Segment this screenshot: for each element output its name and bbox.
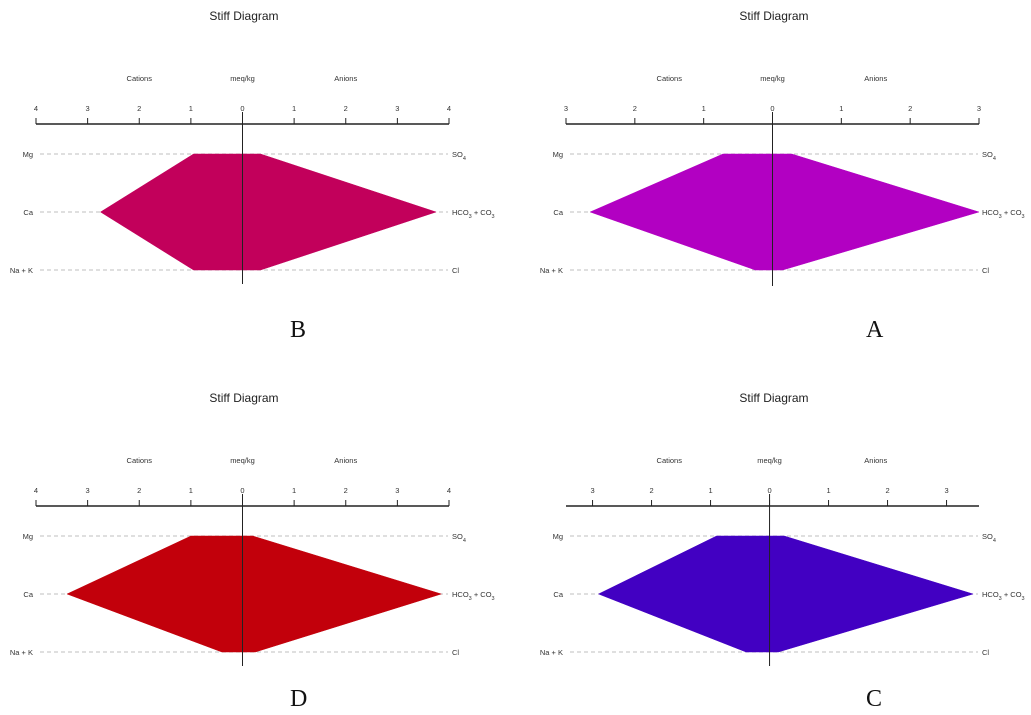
x-tick-label: 2: [885, 486, 889, 495]
x-tick-label: 3: [86, 104, 90, 113]
header-cations: Cations: [127, 74, 153, 83]
stiff-polygon: [100, 153, 437, 271]
chart-title: Stiff Diagram: [739, 9, 808, 23]
anion-label: HCO3 + CO3: [452, 208, 495, 220]
x-tick-label: 1: [189, 104, 193, 113]
x-tick-label: 3: [977, 104, 981, 113]
anion-label: SO4: [982, 150, 996, 162]
x-tick-label: 4: [34, 486, 38, 495]
cation-label: Ca: [553, 590, 563, 599]
header-cations: Cations: [657, 456, 683, 465]
cation-label: Mg: [553, 532, 563, 541]
anion-label: HCO3 + CO3: [982, 590, 1025, 602]
x-tick-label: 4: [34, 104, 38, 113]
anion-label: SO4: [982, 532, 996, 544]
stiff-polygon: [589, 153, 980, 271]
stiff-diagram-panel-b: Stiff Diagram Cations meq/kg Anions 4 3 2 1 0 1 2 3…: [10, 9, 495, 284]
header-anions: Anions: [864, 456, 887, 465]
x-tick-label: 1: [826, 486, 830, 495]
stiff-polygon: [66, 535, 443, 653]
header-units: meq/kg: [760, 74, 785, 83]
stiff-diagram-panel-c: Stiff Diagram Cations meq/kg Anions 3 2 1 0 1 2 3 M…: [540, 391, 1025, 666]
x-tick-label: 2: [649, 486, 653, 495]
cation-label: Mg: [23, 532, 33, 541]
anion-label: HCO3 + CO3: [452, 590, 495, 602]
x-tick-label: 0: [240, 104, 244, 113]
x-tick-label: 3: [395, 486, 399, 495]
stiff-polygon: [597, 535, 974, 653]
cation-label: Ca: [23, 208, 33, 217]
panel-label-c: C: [866, 686, 883, 712]
cation-label: Mg: [553, 150, 563, 159]
x-tick-label: 1: [708, 486, 712, 495]
chart-title: Stiff Diagram: [209, 9, 278, 23]
anion-label: SO4: [452, 532, 466, 544]
chart-title: Stiff Diagram: [739, 391, 808, 405]
x-tick-label: 3: [564, 104, 568, 113]
anion-label: SO4: [452, 150, 466, 162]
x-tick-label: 0: [240, 486, 244, 495]
x-tick-label: 2: [137, 486, 141, 495]
anion-label: Cl: [452, 648, 459, 657]
cation-label: Na + K: [10, 266, 33, 275]
x-tick-label: 2: [344, 104, 348, 113]
x-tick-label: 0: [770, 104, 774, 113]
cation-label: Ca: [553, 208, 563, 217]
x-tick-label: 2: [633, 104, 637, 113]
header-units: meq/kg: [757, 456, 782, 465]
x-tick-label: 3: [944, 486, 948, 495]
cation-label: Na + K: [10, 648, 33, 657]
cation-label: Na + K: [540, 648, 563, 657]
panel-label-d: D: [290, 686, 308, 712]
x-tick-label: 2: [908, 104, 912, 113]
x-tick-label: 1: [702, 104, 706, 113]
x-tick-label: 0: [767, 486, 771, 495]
x-tick-label: 3: [86, 486, 90, 495]
x-tick-label: 2: [137, 104, 141, 113]
x-tick-label: 2: [344, 486, 348, 495]
anion-label: HCO3 + CO3: [982, 208, 1025, 220]
chart-title: Stiff Diagram: [209, 391, 278, 405]
anion-label: Cl: [452, 266, 459, 275]
x-tick-label: 1: [292, 104, 296, 113]
x-tick-label: 1: [189, 486, 193, 495]
cation-label: Na + K: [540, 266, 563, 275]
header-units: meq/kg: [230, 456, 255, 465]
header-cations: Cations: [127, 456, 153, 465]
stiff-diagram-panel-a: Stiff Diagram Cations meq/kg Anions 3 2 1 0 1 2 3 M…: [540, 9, 1025, 286]
cation-label: Mg: [23, 150, 33, 159]
x-tick-label: 4: [447, 486, 451, 495]
cation-label: Ca: [23, 590, 33, 599]
header-cations: Cations: [657, 74, 683, 83]
x-tick-label: 3: [590, 486, 594, 495]
anion-label: Cl: [982, 266, 989, 275]
header-anions: Anions: [864, 74, 887, 83]
anion-label: Cl: [982, 648, 989, 657]
panel-label-b: B: [290, 317, 307, 343]
x-tick-label: 4: [447, 104, 451, 113]
header-anions: Anions: [334, 74, 357, 83]
stiff-diagram-panel-d: Stiff Diagram Cations meq/kg Anions 4 3 2 1 0 1 2 3…: [10, 391, 495, 666]
x-tick-label: 1: [292, 486, 296, 495]
x-tick-label: 3: [395, 104, 399, 113]
header-units: meq/kg: [230, 74, 255, 83]
x-tick-label: 1: [839, 104, 843, 113]
panel-label-a: A: [866, 317, 884, 343]
header-anions: Anions: [334, 456, 357, 465]
